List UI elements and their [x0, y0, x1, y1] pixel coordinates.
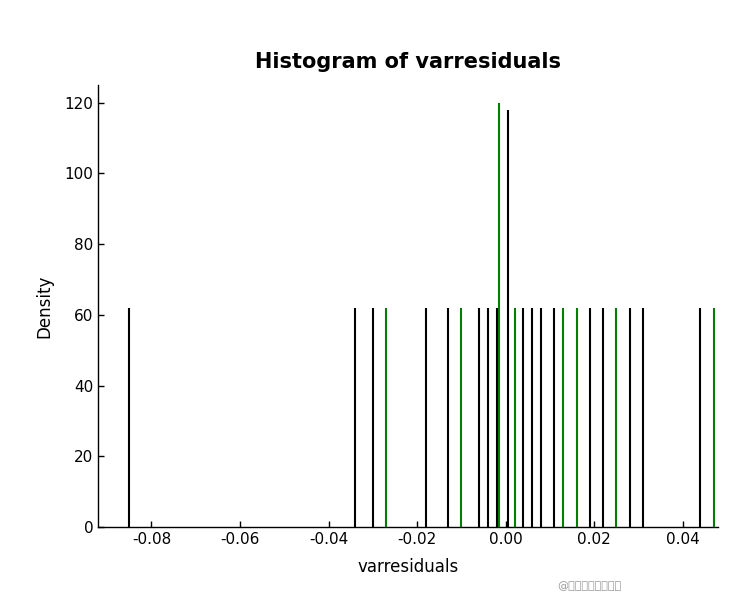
Text: @稀土掘金技术社区: @稀土掘金技术社区	[558, 581, 621, 591]
X-axis label: varresiduals: varresiduals	[358, 558, 459, 576]
Title: Histogram of varresiduals: Histogram of varresiduals	[256, 52, 561, 72]
Y-axis label: Density: Density	[36, 275, 54, 338]
